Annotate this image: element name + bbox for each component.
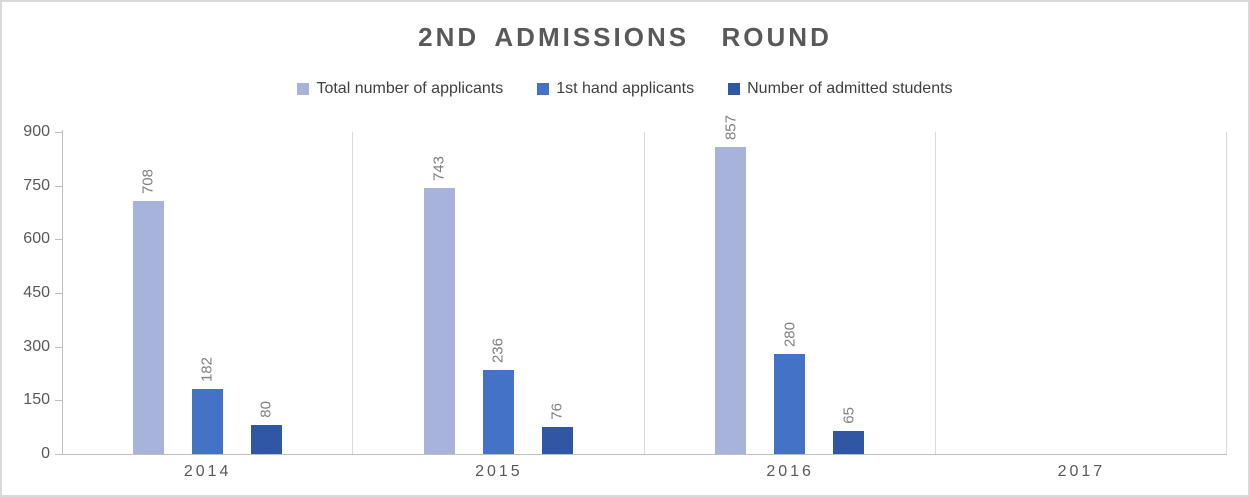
bar-group-slot: 743	[423, 156, 455, 454]
bar	[423, 188, 455, 454]
bar-group-slot: 236	[482, 338, 514, 454]
bar	[191, 389, 223, 454]
x-axis-category-label: 2016	[766, 463, 814, 480]
bar-group-slot: 857	[715, 115, 747, 454]
bar-value-label: 708	[139, 168, 157, 194]
y-axis-tick-label: 750	[23, 176, 50, 194]
x-axis-line	[62, 454, 1227, 455]
bar-group-slot: 76	[541, 403, 573, 454]
legend-item: Total number of applicants	[297, 80, 503, 98]
x-axis-category-label: 2014	[183, 463, 232, 480]
legend-swatch-icon	[728, 83, 741, 95]
plot-column-2017	[936, 132, 1227, 454]
legend-label: Total number of applicants	[316, 80, 504, 97]
y-axis-tick-label: 600	[23, 230, 50, 248]
y-axis-tick-label: 450	[23, 284, 50, 301]
bar-group-slot: 182	[191, 357, 223, 454]
x-axis-category-label: 2017	[1057, 463, 1106, 480]
legend-swatch-icon	[297, 83, 310, 95]
y-axis-tick	[55, 239, 62, 241]
legend-item: 1st hand applicants	[537, 80, 694, 98]
bar-group-slot: 65	[833, 407, 865, 454]
legend-item: Number of admitted students	[728, 80, 953, 98]
bar	[833, 431, 865, 454]
y-axis-tick	[55, 293, 62, 294]
bar-value-label: 236	[489, 337, 507, 363]
plot-area: 708 182 80 743 236 76 857 280 65	[62, 115, 1227, 454]
y-axis-tick	[55, 185, 62, 187]
x-axis-category-label: 2015	[475, 463, 523, 480]
bar	[132, 201, 164, 454]
y-axis-tick	[55, 454, 62, 455]
legend-swatch-icon	[537, 83, 550, 95]
plot-column-2015: 743 236 76	[353, 132, 645, 454]
y-axis-tick-label: 300	[23, 337, 50, 355]
bar	[250, 425, 282, 454]
bar	[482, 370, 514, 454]
bar-group-slot: 80	[250, 401, 282, 454]
legend-label: Number of admitted students	[747, 80, 953, 97]
y-axis-tick	[55, 400, 62, 402]
y-axis-tick	[55, 132, 62, 133]
legend: Total number of applicants 1st hand appli…	[2, 80, 1248, 98]
bar-value-label: 76	[548, 403, 566, 420]
y-axis-tick-label: 150	[23, 391, 50, 409]
plot-column-2014: 708 182 80	[62, 132, 354, 454]
bar-value-label: 65	[840, 407, 858, 424]
bar-value-label: 182	[198, 356, 216, 382]
bar-group-slot: 280	[774, 322, 806, 454]
y-axis-line	[62, 130, 63, 454]
bar-value-label: 80	[257, 401, 275, 418]
y-axis-tick-label: 0	[41, 445, 50, 462]
chart-title: 2ND ADMISSIONS ROUND	[418, 22, 832, 52]
plot-column-2016: 857 280 65	[645, 115, 936, 454]
y-axis-tick	[55, 346, 62, 348]
bar-value-label: 743	[430, 155, 448, 181]
bar	[715, 147, 747, 454]
bar	[774, 354, 806, 454]
bar	[541, 427, 573, 454]
bar-value-label: 280	[781, 321, 799, 347]
y-axis-tick-label: 900	[23, 123, 50, 140]
legend-label: 1st hand applicants	[556, 80, 695, 97]
bar-group-slot: 708	[132, 169, 164, 454]
bar-value-label: 857	[722, 114, 740, 140]
